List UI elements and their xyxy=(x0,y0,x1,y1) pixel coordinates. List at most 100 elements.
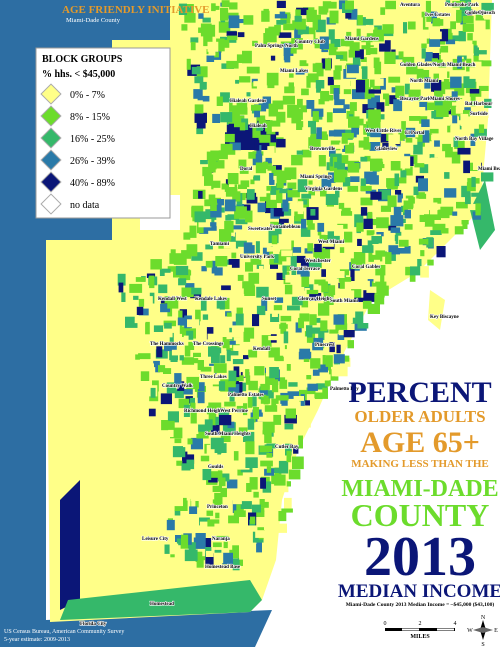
block-group xyxy=(194,104,204,114)
title-line: MAKING LESS THAN THE xyxy=(351,458,488,470)
block-group xyxy=(312,62,323,73)
block-group xyxy=(323,248,331,259)
block-group xyxy=(169,350,178,361)
block-group xyxy=(334,99,345,106)
block-group xyxy=(148,408,156,417)
block-group xyxy=(185,330,194,340)
block-group xyxy=(306,375,312,380)
block-group xyxy=(340,357,351,367)
block-group xyxy=(345,290,355,301)
block-group xyxy=(236,307,243,314)
block-group xyxy=(229,83,240,93)
block-group xyxy=(344,312,353,324)
block-group xyxy=(301,297,309,308)
block-group xyxy=(477,35,487,48)
block-group xyxy=(434,101,443,106)
block-group xyxy=(301,88,309,96)
block-group xyxy=(283,147,294,153)
block-group xyxy=(418,238,429,245)
place-label: Homestead Base xyxy=(205,565,241,570)
block-group xyxy=(367,211,373,221)
block-group xyxy=(235,293,245,299)
block-group xyxy=(285,431,292,439)
block-group xyxy=(298,31,307,41)
place-label: Ojus xyxy=(478,11,488,16)
block-group xyxy=(233,375,244,382)
block-group xyxy=(247,418,255,430)
block-group xyxy=(265,28,277,36)
block-group xyxy=(138,353,151,360)
block-group xyxy=(290,256,297,269)
scale-label: 2 xyxy=(419,621,422,627)
scale-bar: 0 2 4 MILES xyxy=(384,621,457,640)
block-group xyxy=(274,297,284,303)
block-group xyxy=(258,103,267,112)
block-group xyxy=(386,178,399,188)
block-group xyxy=(279,377,288,389)
block-group xyxy=(439,48,448,54)
block-group xyxy=(391,55,403,60)
block-group xyxy=(430,157,438,167)
place-label: Sunset xyxy=(262,297,277,302)
block-group xyxy=(304,284,314,291)
block-group xyxy=(325,194,339,205)
block-group xyxy=(210,24,216,37)
block-group xyxy=(218,477,226,487)
block-group xyxy=(203,35,213,47)
block-group xyxy=(218,150,228,160)
block-group xyxy=(164,544,175,554)
block-group xyxy=(293,396,304,401)
block-group xyxy=(170,355,178,362)
block-group xyxy=(350,176,360,182)
block-group xyxy=(299,60,309,67)
block-group xyxy=(454,140,465,149)
block-group xyxy=(274,14,288,19)
block-group xyxy=(333,108,346,113)
block-group xyxy=(256,286,269,298)
place-label: Miami Beach xyxy=(478,167,500,172)
block-group xyxy=(226,479,238,489)
block-group xyxy=(276,175,284,188)
block-group xyxy=(250,258,262,265)
block-group xyxy=(196,66,208,78)
block-group xyxy=(202,314,209,320)
block-group xyxy=(259,499,265,508)
block-group xyxy=(447,125,453,133)
block-group xyxy=(363,290,375,302)
block-group xyxy=(198,424,209,432)
block-group xyxy=(188,542,196,550)
block-group xyxy=(390,250,396,261)
place-label: Coral Gables xyxy=(352,265,380,270)
block-group xyxy=(253,407,259,420)
block-group xyxy=(346,31,352,37)
block-group xyxy=(476,50,487,55)
block-group xyxy=(219,39,230,48)
block-group xyxy=(263,33,268,46)
block-group xyxy=(235,230,248,241)
block-group xyxy=(174,389,184,399)
block-group xyxy=(478,50,487,61)
block-group xyxy=(371,236,382,244)
block-group xyxy=(410,5,421,17)
block-group xyxy=(283,43,294,56)
block-group xyxy=(241,535,254,546)
block-group xyxy=(390,215,404,227)
block-group xyxy=(418,193,427,199)
block-group xyxy=(208,156,217,170)
block-group xyxy=(426,14,432,22)
block-group xyxy=(394,177,407,184)
block-group xyxy=(194,211,206,223)
block-group xyxy=(145,321,150,335)
block-group xyxy=(395,85,405,98)
block-group xyxy=(287,190,300,198)
block-group xyxy=(189,397,195,407)
block-group xyxy=(364,155,371,162)
block-group xyxy=(333,354,345,364)
block-group xyxy=(307,169,319,181)
block-group xyxy=(221,183,227,190)
block-group xyxy=(283,23,295,31)
block-group xyxy=(293,446,299,454)
block-group xyxy=(423,62,433,70)
block-group xyxy=(337,334,345,340)
block-group xyxy=(245,262,253,272)
